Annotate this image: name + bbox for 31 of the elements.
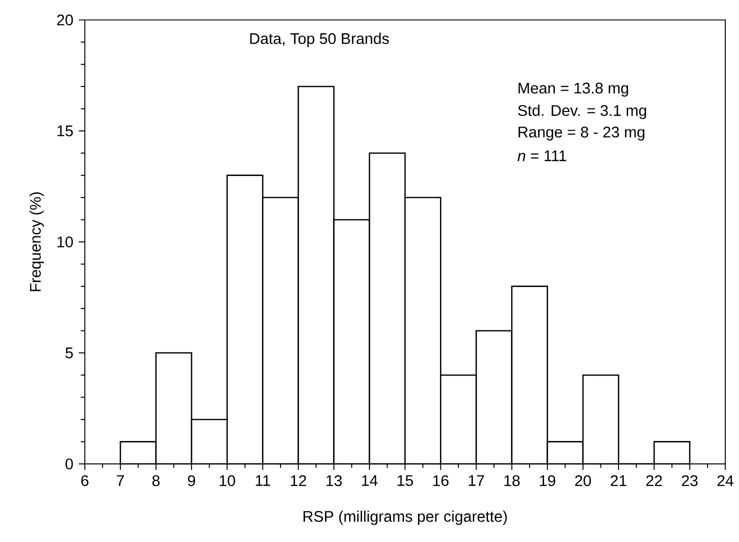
x-tick-label: 16 bbox=[433, 475, 449, 486]
x-tick-label: 14 bbox=[362, 475, 378, 486]
x-tick-label: 12 bbox=[290, 475, 306, 486]
x-tick-label: 6 bbox=[81, 475, 88, 486]
x-tick-label: 7 bbox=[116, 475, 124, 486]
x-tick-label: 18 bbox=[504, 475, 520, 486]
annotation: Std. Dev. = 3.1 mg bbox=[518, 104, 646, 120]
y-tick-label: 0 bbox=[66, 458, 73, 470]
y-tick-label: 15 bbox=[58, 126, 73, 136]
x-tick-label: 20 bbox=[575, 475, 591, 486]
x-tick-label: 15 bbox=[398, 475, 413, 486]
y-tick-label: 10 bbox=[58, 236, 73, 248]
x-tick-label: 9 bbox=[188, 475, 196, 486]
text: Data, Top 50 Brands bbox=[250, 32, 389, 48]
y-tick-label: 5 bbox=[66, 348, 73, 358]
y-axis-title: Frequency (%) bbox=[30, 192, 44, 292]
x-tick-label: 24 bbox=[718, 475, 734, 486]
x-tick-label: 13 bbox=[326, 475, 342, 486]
annotation: Range = 8 - 23 mg bbox=[518, 126, 644, 141]
annotation: Mean = 13.8 mg bbox=[518, 82, 628, 97]
x-tick-label: 8 bbox=[152, 475, 160, 486]
x-tick-label: 22 bbox=[646, 475, 662, 486]
y-tick-label: 20 bbox=[57, 14, 73, 26]
x-axis-title: RSP (milligrams per cigarette) bbox=[304, 510, 507, 526]
x-tick-label: 23 bbox=[682, 475, 698, 486]
x-tick-label: 17 bbox=[468, 475, 484, 486]
x-tick-label: 11 bbox=[256, 475, 270, 486]
x-tick-label: 21 bbox=[610, 475, 626, 486]
annotation: n = 111 bbox=[518, 150, 566, 162]
x-tick-label: 19 bbox=[540, 475, 556, 486]
x-tick-label: 10 bbox=[220, 475, 236, 486]
